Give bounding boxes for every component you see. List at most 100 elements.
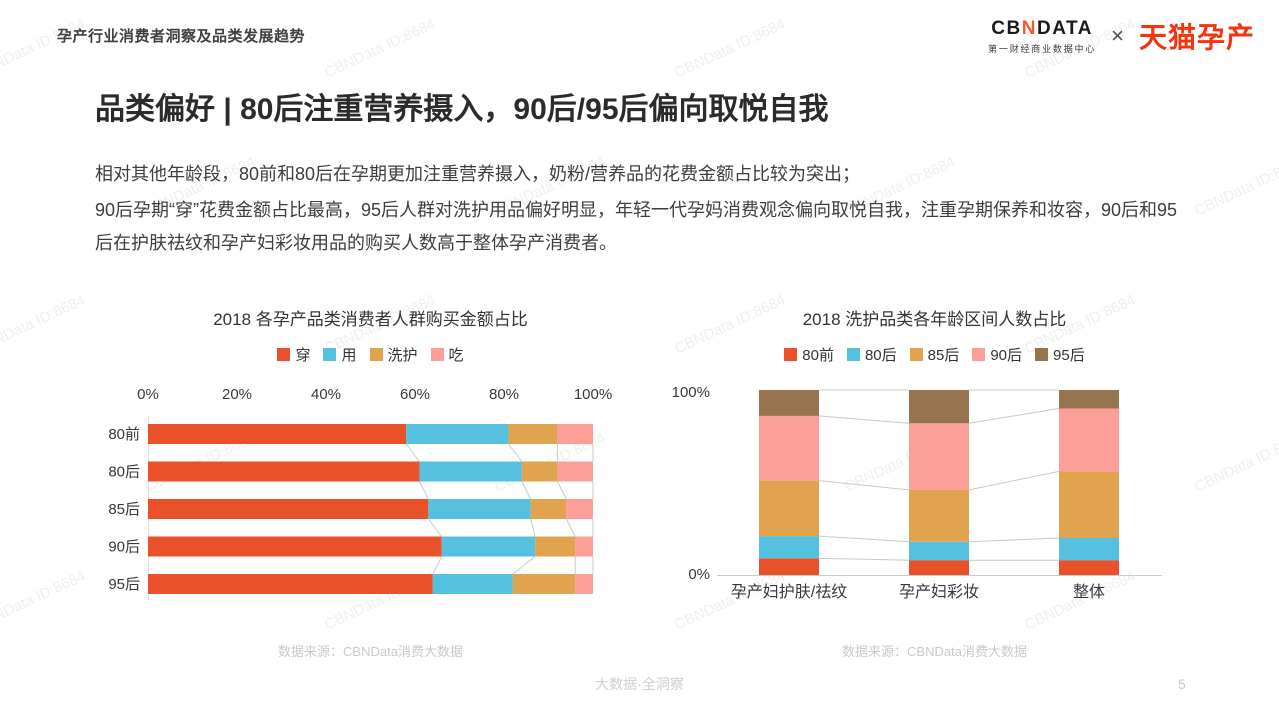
watermark: CBNData ID:8684 xyxy=(322,15,439,82)
series-connector-line xyxy=(427,518,443,537)
right-chart-legend: 80前 80后 85后 90后 95后 xyxy=(662,344,1207,365)
footer-slogan: 大数据·全洞察 xyxy=(595,676,684,692)
legend-swatch-icon xyxy=(909,348,923,361)
category-label: 整体 xyxy=(1073,583,1105,601)
bar-segment xyxy=(512,574,576,594)
category-label: 80后 xyxy=(108,464,140,481)
bar-segment xyxy=(530,499,567,519)
bar-segment xyxy=(909,560,969,575)
cbndata-subtitle: 第一财经商业数据中心 xyxy=(988,43,1097,54)
x-separator-icon: × xyxy=(1111,23,1124,48)
right-chart-title: 2018 洗护品类各年龄区间人数占比 xyxy=(802,310,1067,329)
bar-segment xyxy=(909,489,969,542)
watermark: CBNData ID:8684 xyxy=(672,15,789,82)
legend-swatch-icon xyxy=(784,348,798,361)
summary-text: 相对其他年龄段，80前和80后在孕期更加注重营养摄入，奶粉/营养品的花费金额占比… xyxy=(95,158,1187,263)
series-connector-line xyxy=(405,443,420,462)
bar-segment xyxy=(1059,471,1119,538)
series-connector-line xyxy=(818,557,910,561)
series-connector-line xyxy=(432,556,443,575)
bar-segment xyxy=(1059,390,1119,409)
bar-segment xyxy=(909,541,969,561)
right-chart-source: 数据来源：CBNData消费大数据 xyxy=(842,644,1027,659)
left-chart-plot: 0% 20% 40% 60% 80% 100% 80前 80后 85后 90后 95后 xyxy=(108,386,612,600)
bar-segment xyxy=(575,536,593,557)
x-tick-label: 60% xyxy=(400,386,430,403)
bar-segment xyxy=(1059,560,1119,575)
cbndata-cb: CB xyxy=(991,17,1022,39)
legend-swatch-icon xyxy=(277,348,291,361)
bar-segment xyxy=(148,461,420,482)
legend-item: 90后 xyxy=(972,344,1022,365)
bar-segment xyxy=(419,461,522,482)
summary-paragraph-2: 90后孕期“穿”花费金额占比最高，95后人群对洗护用品偏好明显，年轻一代孕妈消费… xyxy=(95,200,1178,253)
bar-segment xyxy=(535,536,576,557)
cbndata-wordmark: CBNDATA xyxy=(991,18,1093,40)
bar-segment xyxy=(759,390,819,416)
bar-segment xyxy=(441,536,536,557)
legend-label: 80后 xyxy=(864,347,897,364)
bar-segment xyxy=(521,461,558,482)
category-label: 孕产妇护肤/祛纹 xyxy=(731,583,847,601)
legend-item: 80后 xyxy=(846,344,897,365)
x-tick-label: 80% xyxy=(489,386,519,403)
left-chart-source: 数据来源：CBNData消费大数据 xyxy=(278,644,463,659)
x-tick-label: 100% xyxy=(574,386,612,403)
series-connector-line xyxy=(818,535,910,543)
legend-item: 用 xyxy=(323,344,357,365)
legend-label: 用 xyxy=(341,347,357,364)
series-connector-line xyxy=(521,481,532,500)
bar-segment xyxy=(759,536,819,559)
right-chart-plot: 100% 0% 孕产妇护肤/祛纹 孕产妇彩妆 整体 xyxy=(672,384,1162,601)
series-connector-line xyxy=(968,470,1060,491)
bar-segment xyxy=(148,574,433,594)
bar-segment xyxy=(508,424,558,444)
summary-paragraph-1: 相对其他年龄段，80前和80后在孕期更加注重营养摄入，奶粉/营养品的花费金额占比… xyxy=(95,164,861,184)
legend-label: 吃 xyxy=(448,347,464,364)
series-connector-line xyxy=(818,415,910,424)
bar-segment xyxy=(432,574,513,594)
series-connector-line xyxy=(508,443,523,462)
chart-purchase-amount-share: 2018 各孕产品类消费者人群购买金额占比 穿 用 洗护 吃 0% 20% 40% 60% 8… xyxy=(98,300,643,672)
series-connector-line xyxy=(512,556,536,575)
y-tick-label: 0% xyxy=(688,566,710,583)
bar-segment xyxy=(575,574,593,594)
category-label: 90后 xyxy=(108,539,140,556)
category-label: 95后 xyxy=(108,576,140,593)
bar-segment xyxy=(566,499,593,519)
y-tick-label: 100% xyxy=(672,384,710,401)
bar-segment xyxy=(148,536,442,557)
tmall-maternity-logo: 天猫孕产 xyxy=(1138,22,1255,53)
category-label: 孕产妇彩妆 xyxy=(899,583,979,601)
series-connector-line xyxy=(419,481,429,500)
bar-segment xyxy=(909,390,969,424)
bar-segment xyxy=(148,424,407,444)
legend-swatch-icon xyxy=(846,348,860,361)
x-tick-label: 0% xyxy=(137,386,159,403)
cbndata-n-accent: N xyxy=(1021,17,1037,39)
legend-label: 85后 xyxy=(927,347,960,364)
legend-item: 80前 xyxy=(784,344,834,365)
legend-label: 90后 xyxy=(990,347,1023,364)
bar-segment xyxy=(759,480,819,537)
bar-segment xyxy=(428,499,531,519)
watermark: CBNData ID:8684 xyxy=(1192,153,1279,220)
legend-item: 穿 xyxy=(277,344,310,365)
left-chart-legend: 穿 用 洗护 吃 xyxy=(98,344,643,365)
bar-segment xyxy=(148,499,429,519)
legend-swatch-icon xyxy=(972,348,986,361)
legend-swatch-icon xyxy=(1035,348,1049,361)
bar-segment xyxy=(909,423,969,490)
bar-segment xyxy=(406,424,509,444)
series-connector-line xyxy=(565,518,576,537)
chart-age-group-share: 2018 洗护品类各年龄区间人数占比 80前 80后 85后 90后 95后 100% 0… xyxy=(662,300,1207,672)
legend-swatch-icon xyxy=(323,348,337,361)
series-connector-line xyxy=(818,480,910,491)
logo-block: CBNDATA 第一财经商业数据中心 × 天猫孕产 xyxy=(988,16,1255,56)
cbndata-logo: CBNDATA 第一财经商业数据中心 xyxy=(988,18,1096,55)
series-connector-line xyxy=(968,408,1060,424)
category-label: 85后 xyxy=(108,501,140,518)
legend-item: 95后 xyxy=(1035,344,1085,365)
legend-label: 洗护 xyxy=(387,347,418,364)
